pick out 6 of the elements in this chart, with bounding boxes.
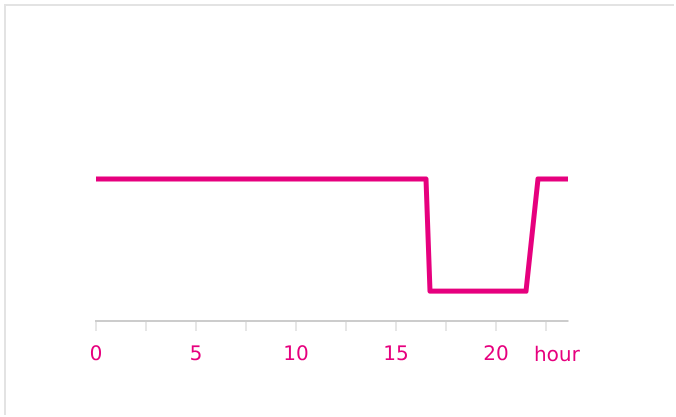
x-tick-label: 10: [283, 341, 309, 366]
x-tick-label: 0: [90, 341, 102, 366]
x-axis-title: hour: [534, 342, 581, 366]
x-tick-label: 15: [383, 341, 409, 366]
x-tick-label: 5: [190, 341, 202, 366]
x-tick-label: 20: [483, 341, 509, 366]
